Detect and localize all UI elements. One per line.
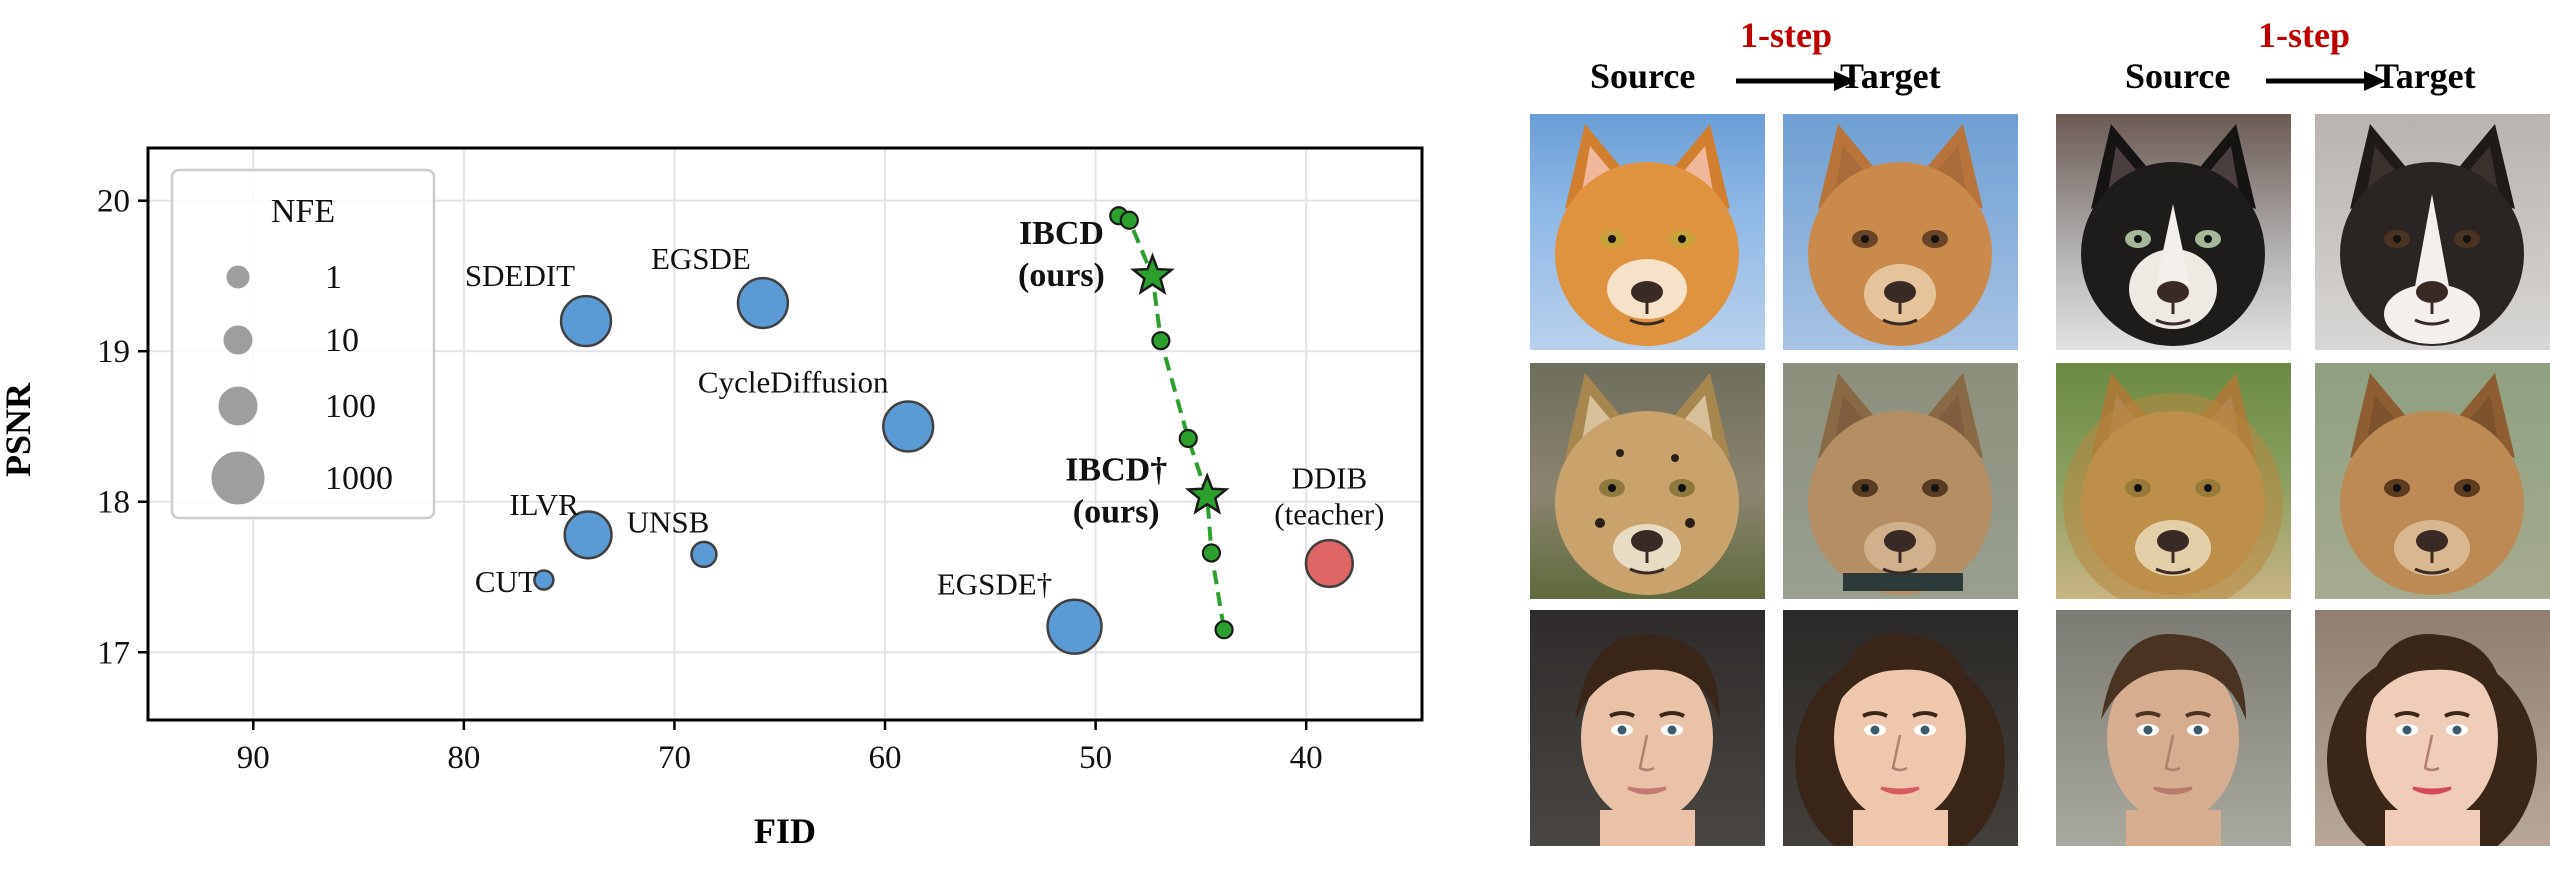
data-point-ddib (1304, 538, 1354, 589)
ours-curve-point (1119, 210, 1139, 230)
x-tick-label: 90 (237, 740, 270, 776)
legend-label: 100 (325, 388, 376, 425)
point-label-line: SDEDIT (465, 258, 575, 293)
point-label-line: CycleDiffusion (698, 364, 889, 399)
image-tile-male-face (1530, 610, 1765, 846)
y-tick-label: 19 (97, 334, 130, 370)
point-labels: SDEDIT EGSDE CycleDiffusion ILVR CUT UNSB EGSD… (465, 215, 1385, 602)
point-label: DDIB (teacher) (1274, 460, 1384, 531)
point-label: SDEDIT (465, 258, 575, 293)
data-point-ilvr (563, 510, 613, 560)
data-point-cyclediffusion (882, 400, 935, 453)
x-tick-label: 80 (447, 740, 480, 776)
image-tile-dog-from-lion (2315, 363, 2550, 599)
y-axis-label: PSNR (0, 382, 38, 477)
point-label: CUT (475, 564, 537, 599)
image-tile-dog-from-cheetah (1783, 363, 2018, 599)
image-tile-female-face (1783, 610, 2018, 846)
point-label: EGSDE (651, 241, 751, 276)
point-label-line: UNSB (627, 504, 710, 539)
point-label-line: EGSDE† (937, 567, 1052, 602)
image-tile-male-face-2 (2056, 610, 2291, 846)
point-label-line: DDIB (1291, 460, 1367, 495)
point-label: CycleDiffusion (698, 364, 889, 399)
point-label-line: CUT (475, 564, 537, 599)
y-tick-label: 17 (97, 635, 130, 671)
x-tick-label: 60 (869, 740, 902, 776)
image-tile-cheetah (1530, 363, 1765, 599)
data-point-unsb (690, 540, 718, 569)
image-tile-collie-dog (2315, 114, 2550, 350)
data-point-cut (533, 569, 555, 591)
legend-label: 10 (325, 322, 359, 359)
ours-label-line: IBCD† (1065, 452, 1167, 489)
x-tick-label: 50 (1079, 740, 1112, 776)
data-point-egsde (1046, 598, 1103, 655)
ours-label-line: (ours) (1073, 494, 1160, 531)
point-label: UNSB (627, 504, 710, 539)
arrow-right-icon (2266, 66, 2386, 101)
data-points (533, 206, 1354, 655)
legend-label: 1 (325, 259, 342, 296)
point-label-line: EGSDE (651, 241, 751, 276)
ours-curve-point (1201, 543, 1222, 563)
x-axis-label: FID (754, 811, 816, 851)
ours-label-line: IBCD (1019, 215, 1104, 252)
source-header-left: Source (1590, 56, 1696, 96)
data-point-sdedit (559, 294, 613, 348)
ours-star-point (1184, 472, 1230, 515)
point-label: ILVR (509, 487, 579, 522)
ours-curve-point (1178, 428, 1198, 449)
legend-marker-10 (223, 325, 253, 355)
image-tile-female-face-2 (2315, 610, 2550, 846)
ours-label-line: (ours) (1018, 257, 1105, 294)
ours-curve-point (1214, 620, 1234, 640)
legend-marker-1000 (211, 451, 265, 505)
legend-box (170, 168, 436, 520)
y-tick-label: 18 (97, 485, 130, 521)
arrow-left-icon (1736, 66, 1856, 101)
legend-label: 1000 (325, 460, 393, 497)
ours-curve (1117, 213, 1227, 631)
ours-curve-point (1151, 331, 1171, 351)
point-label: EGSDE† (937, 567, 1052, 602)
psnr-fid-chart: SDEDIT EGSDE CycleDiffusion ILVR CUT UNSB EGSD… (0, 146, 1424, 851)
legend-marker-100 (218, 386, 258, 426)
legend-title: NFE (271, 193, 335, 230)
point-label-line: (teacher) (1274, 496, 1384, 531)
step-label-left: 1-step (1740, 15, 1832, 55)
image-tile-dog-from-cat (1783, 114, 2018, 350)
ours-label: IBCD† (ours) (1065, 452, 1167, 531)
target-header-right: Target (2375, 56, 2476, 96)
image-tile-siamese-cat (2056, 114, 2291, 350)
ours-dashed-line (1117, 213, 1227, 631)
axes: 90 80 70 60 50 40 17 18 19 20 (97, 146, 1424, 776)
legend-marker-1 (226, 265, 250, 289)
plot-frame (146, 146, 1424, 722)
step-label-right: 1-step (2258, 15, 2350, 55)
grid-lines (148, 148, 1422, 720)
source-header-right: Source (2125, 56, 2231, 96)
legend: NFE 1 10 100 1000 (170, 168, 436, 520)
point-label-line: ILVR (509, 487, 579, 522)
ours-label: IBCD (ours) (1018, 215, 1105, 294)
target-header-left: Target (1840, 56, 1941, 96)
y-tick-label: 20 (97, 184, 130, 220)
x-tick-label: 40 (1290, 740, 1323, 776)
image-tile-lion (2056, 363, 2291, 599)
data-point-egsde (736, 276, 790, 330)
image-tile-orange-cat (1530, 114, 1765, 350)
x-tick-label: 70 (658, 740, 691, 776)
ours-star-point (1130, 252, 1175, 295)
